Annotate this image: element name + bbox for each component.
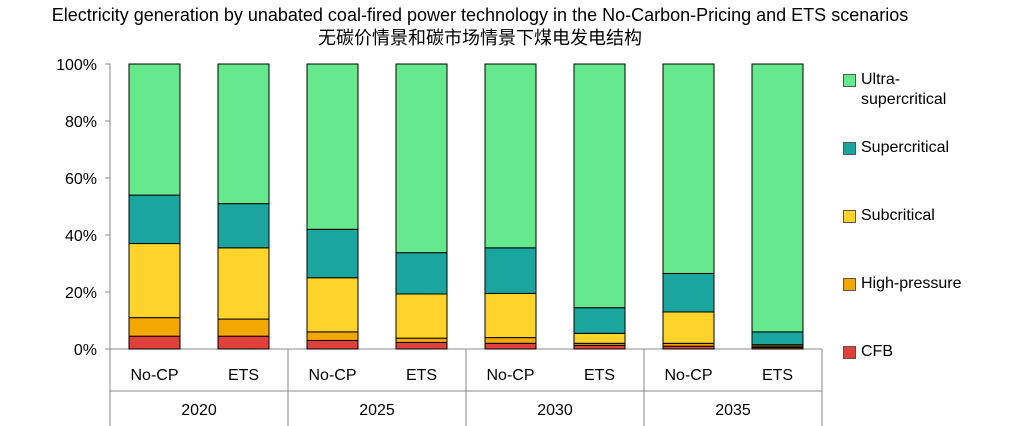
category-label: ETS [228, 367, 259, 384]
bar-segment-subcritical [573, 332, 626, 344]
bar-segment-supercritical [395, 252, 448, 295]
category-label: No-CP [486, 367, 534, 384]
bar-segment-ultra-supercritical [395, 63, 448, 254]
group-label: 2035 [715, 402, 751, 419]
legend-label: Subcritical [861, 207, 935, 224]
legend-label: Ultra- [861, 71, 901, 88]
bar-segment-subcritical [484, 292, 537, 339]
group-label: 2020 [181, 402, 217, 419]
y-tick-label: 80% [65, 114, 97, 131]
bar-segment-cfb [306, 339, 359, 350]
stacked-bar-chart: 0% 20% 40% 60% 80% 100% No-CP ETS No-CP ETS No-CP E… [56, 57, 823, 426]
category-label: No-CP [130, 367, 178, 384]
y-tick-label: 20% [65, 285, 97, 302]
legend-swatch [843, 346, 856, 359]
bar-segment-subcritical [128, 243, 181, 319]
legend-label: High-pressure [861, 275, 962, 292]
category-label: No-CP [664, 367, 712, 384]
legend-swatch [843, 278, 856, 291]
bar-segment-high-pressure [395, 337, 448, 343]
y-tick-label: 0% [74, 342, 97, 359]
bar-segment-ultra-supercritical [751, 63, 804, 333]
y-tick-label: 100% [56, 57, 97, 74]
category-label: ETS [584, 367, 615, 384]
bar-segment-high-pressure [484, 337, 537, 344]
bar-segment-supercritical [128, 194, 181, 245]
legend-swatch [843, 210, 856, 223]
bar-segment-ultra-supercritical [128, 63, 181, 196]
y-tick-label: 60% [65, 171, 97, 188]
bar-segment-cfb [217, 335, 270, 350]
bar-segment-cfb [395, 341, 448, 350]
bar-segment-supercritical [751, 331, 804, 346]
bar-segment-cfb [484, 342, 537, 350]
bar-segment-supercritical [484, 247, 537, 294]
legend-label: supercritical [861, 91, 947, 108]
bar-segment-ultra-supercritical [484, 63, 537, 249]
legend-swatch [843, 74, 856, 87]
chart-title: Electricity generation by unabated coal-… [51, 5, 909, 25]
legend-label: Supercritical [861, 139, 950, 156]
group-label: 2025 [359, 402, 395, 419]
bar-segment-supercritical [662, 272, 715, 313]
bar-segment-supercritical [573, 307, 626, 334]
chart-legend: Ultra-supercritical Supercritical Subcriti… [843, 0, 1024, 426]
y-tick-label: 40% [65, 228, 97, 245]
bar-segment-cfb [128, 335, 181, 350]
bar-segment-subcritical [217, 247, 270, 320]
bar-segment-supercritical [306, 228, 359, 279]
bar-segment-high-pressure [217, 318, 270, 337]
category-label: No-CP [308, 367, 356, 384]
group-label: 2030 [537, 402, 573, 419]
bar-segment-subcritical [662, 311, 715, 344]
bar-segment-high-pressure [306, 331, 359, 341]
category-label: ETS [762, 367, 793, 384]
bar-segment-ultra-supercritical [662, 63, 715, 274]
bar-segment-high-pressure [128, 317, 181, 337]
bar-segment-supercritical [217, 203, 270, 249]
chart-subtitle: 无碳价情景和碳市场情景下煤电发电结构 [318, 28, 642, 49]
category-label: ETS [406, 367, 437, 384]
bar-segment-cfb [573, 344, 626, 350]
bar-segment-ultra-supercritical [306, 63, 359, 230]
legend-swatch [843, 142, 856, 155]
legend-label: CFB [861, 343, 893, 360]
bar-segment-subcritical [306, 277, 359, 333]
bar-segment-ultra-supercritical [217, 63, 270, 205]
bar-segment-ultra-supercritical [573, 63, 626, 309]
bar-segment-subcritical [395, 293, 448, 339]
